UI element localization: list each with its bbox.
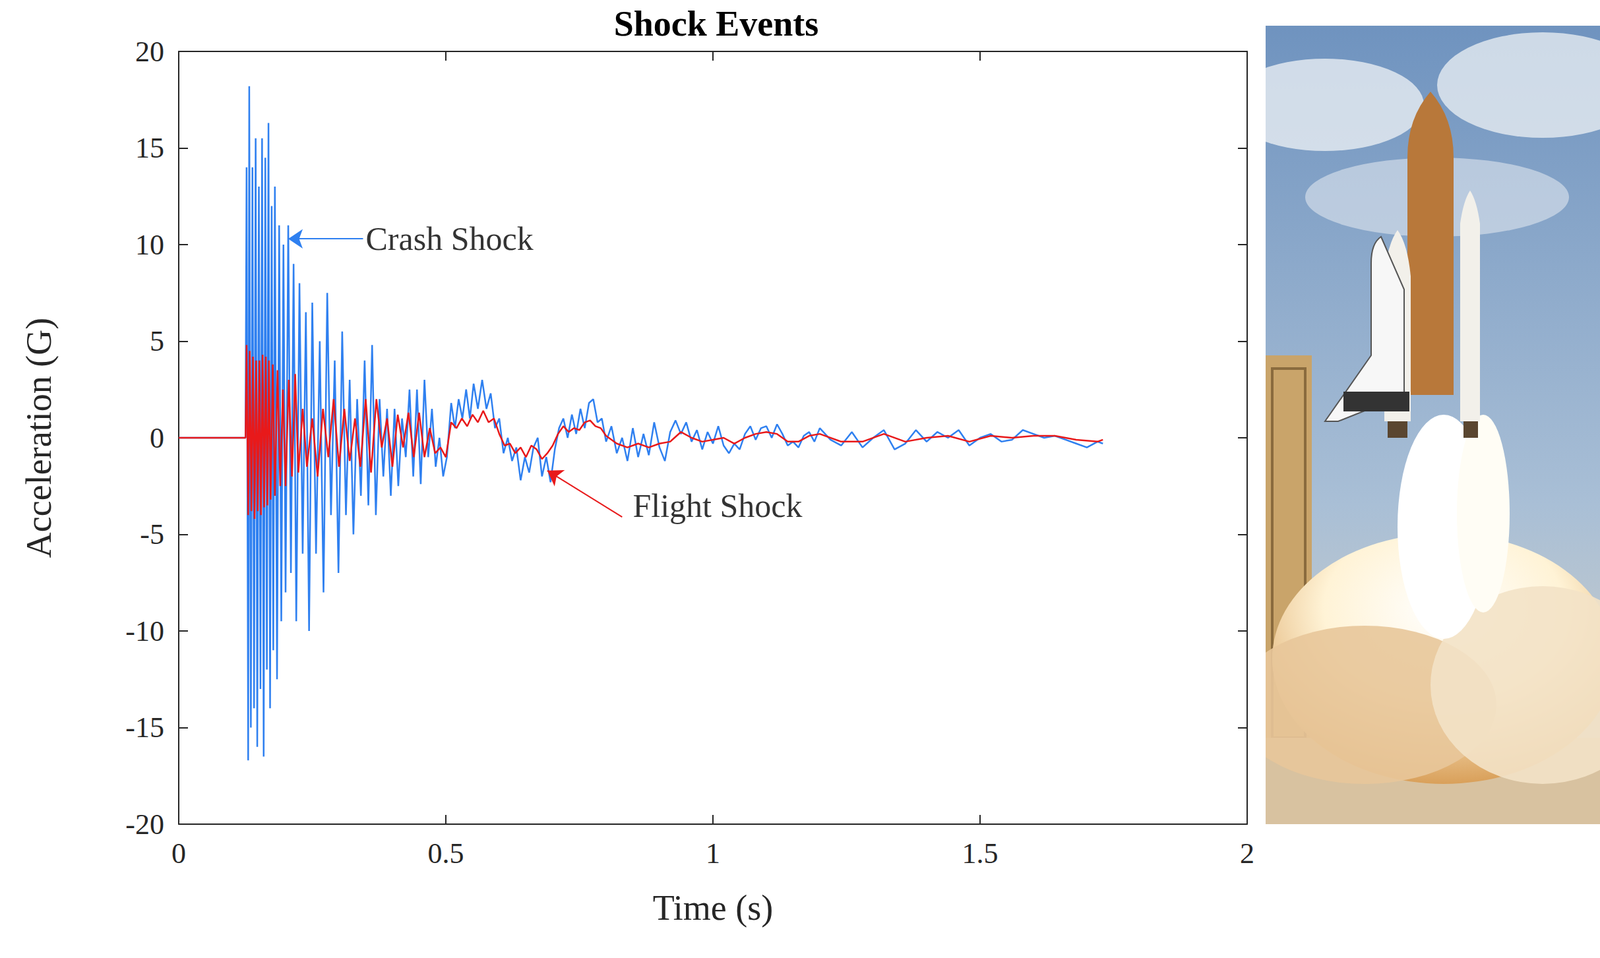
svg-text:0.5: 0.5 [428, 837, 465, 870]
svg-text:Acceleration (G): Acceleration (G) [19, 317, 59, 558]
svg-text:1: 1 [705, 837, 721, 870]
svg-text:Shock Events: Shock Events [614, 3, 820, 44]
svg-text:2: 2 [1239, 837, 1255, 870]
svg-text:1.5: 1.5 [962, 837, 999, 870]
svg-text:-10: -10 [125, 615, 165, 648]
svg-text:Time (s): Time (s) [652, 888, 774, 928]
svg-text:0: 0 [171, 837, 186, 870]
svg-text:20: 20 [135, 35, 165, 68]
svg-text:-5: -5 [139, 518, 165, 551]
svg-text:5: 5 [149, 325, 165, 358]
svg-text:-20: -20 [125, 808, 165, 841]
svg-text:Flight Shock: Flight Shock [633, 487, 803, 525]
svg-text:0: 0 [149, 422, 165, 455]
svg-text:15: 15 [135, 131, 165, 165]
svg-text:Crash Shock: Crash Shock [366, 220, 534, 258]
svg-text:10: 10 [135, 228, 165, 262]
svg-text:-15: -15 [125, 711, 165, 744]
